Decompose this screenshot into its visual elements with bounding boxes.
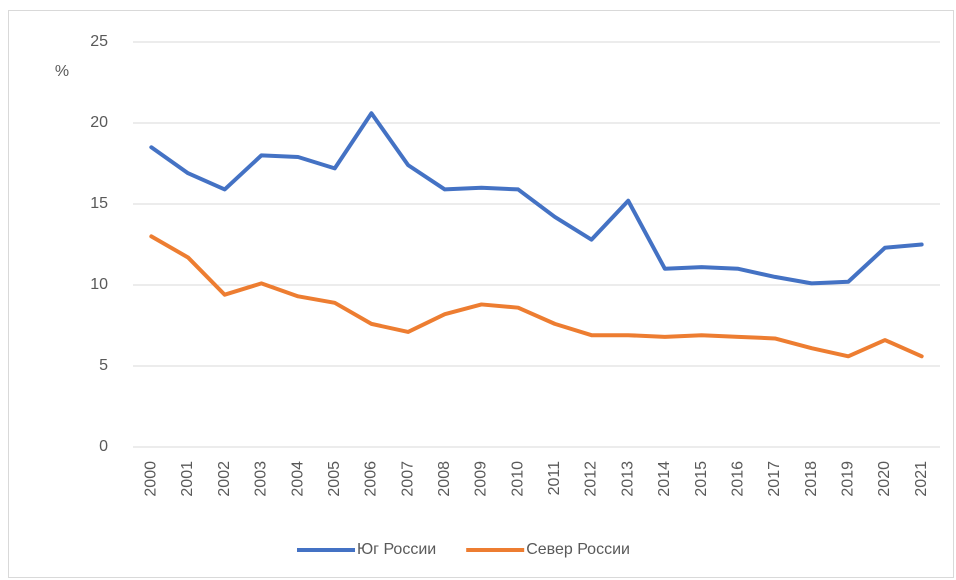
x-tick-label: 2019: [840, 461, 857, 497]
y-tick-label: 25: [90, 33, 108, 50]
x-tick-label: 2002: [216, 461, 233, 497]
y-tick-label: 0: [99, 438, 108, 455]
x-tick-label: 2010: [509, 461, 526, 497]
x-tick-label: 2004: [289, 461, 306, 497]
y-tick-label: 15: [90, 195, 108, 212]
x-tick-label: 2000: [143, 461, 160, 497]
x-tick-label: 2005: [326, 461, 343, 497]
x-tick-label: 2021: [913, 461, 930, 497]
series-line: [149, 234, 924, 359]
x-tick-label: 2012: [583, 461, 600, 497]
x-tick-label: 2018: [803, 461, 820, 497]
x-tick-label: 2013: [619, 461, 636, 497]
chart-border: [8, 10, 954, 578]
x-tick-label: 2007: [399, 461, 416, 497]
x-tick-label: 2008: [436, 461, 453, 497]
x-tick-label: 2001: [179, 461, 196, 497]
y-tick-label: 5: [99, 357, 108, 374]
x-tick-label: 2003: [253, 461, 270, 497]
legend-label: Север России: [526, 541, 630, 558]
x-tick-label: 2009: [473, 461, 490, 497]
x-tick-label: 2015: [693, 461, 710, 497]
y-axis-label: %: [55, 63, 69, 80]
x-tick-label: 2011: [546, 461, 563, 496]
x-tick-label: 2014: [656, 461, 673, 497]
x-tick-label: 2017: [766, 461, 783, 497]
y-tick-label: 10: [90, 276, 108, 293]
x-tick-label: 2006: [363, 461, 380, 497]
y-tick-label: 20: [90, 114, 108, 131]
series-line: [149, 111, 924, 286]
legend-label: Юг России: [357, 541, 436, 558]
x-tick-label: 2020: [876, 461, 893, 497]
x-tick-label: 2016: [729, 461, 746, 497]
